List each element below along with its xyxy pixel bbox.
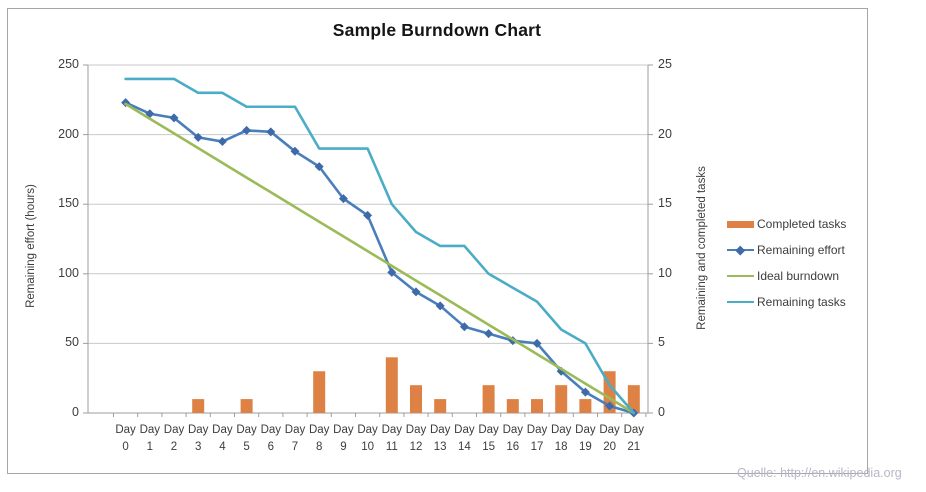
- marker-remaining-effort: [193, 132, 203, 142]
- left-axis-tick-label: 0: [72, 405, 79, 419]
- x-axis-tick-label: Day 9: [333, 424, 354, 453]
- x-axis-tick-label: Day 2: [163, 424, 185, 453]
- series-remaining-tasks: [124, 77, 636, 415]
- line-swatch-icon: [727, 272, 754, 281]
- right-axis-tick-label: 10: [658, 265, 672, 280]
- line-remaining-effort: [124, 101, 636, 415]
- x-axis-tick-label: Day 11: [381, 424, 403, 453]
- right-axis-tick-label: 20: [658, 126, 672, 141]
- legend-label: Ideal burndown: [757, 269, 840, 283]
- x-axis-tick-label: Day 14: [454, 424, 475, 453]
- x-axis-tick-label: Day 5: [236, 424, 257, 453]
- marker-remaining-effort: [363, 210, 373, 220]
- left-axis-tick-label: 200: [58, 126, 79, 141]
- x-axis-tick-label: Day 10: [357, 424, 378, 453]
- bar-completed-tasks: [434, 399, 447, 413]
- right-axis-tick-label: 25: [658, 57, 672, 71]
- marker-remaining-effort: [121, 98, 131, 108]
- axes: [83, 64, 653, 417]
- x-axis-tick-label: Day 8: [308, 424, 330, 453]
- bar-completed-tasks: [555, 385, 568, 413]
- bar-completed-tasks: [410, 385, 422, 413]
- bar-completed-tasks: [627, 385, 640, 413]
- gridlines: [88, 64, 648, 344]
- marker-remaining-effort: [459, 322, 469, 332]
- left-axis-title: Remaining effort (hours): [25, 184, 37, 308]
- right-axis-title: Remaining and completed tasks: [696, 166, 708, 330]
- x-axis-tick-label: Day 4: [212, 424, 233, 453]
- x-axis-tick-label: Day 1: [139, 424, 161, 453]
- series-ideal-burndown: [124, 102, 636, 415]
- legend-label: Completed tasks: [757, 217, 847, 231]
- legend-label: Remaining effort: [757, 243, 845, 257]
- line-swatch-icon: [727, 298, 754, 307]
- x-axis-tick-label: Day 20: [599, 424, 620, 453]
- legend-entry-ideal-burndown: Ideal burndown: [727, 263, 846, 289]
- marker-remaining-effort: [217, 137, 227, 147]
- bar-completed-tasks: [482, 385, 495, 413]
- x-axis-tick-label: Day 3: [187, 424, 209, 453]
- legend-label: Remaining tasks: [757, 295, 846, 309]
- marker-remaining-effort: [338, 194, 348, 204]
- source-note: Quelle: http://en.wikipedia.org: [737, 466, 902, 480]
- x-axis-tick-label: Day 17: [526, 424, 548, 453]
- x-axis-tick-label: Day 16: [502, 424, 524, 453]
- series-remaining-effort: [121, 98, 639, 418]
- line-ideal-burndown: [124, 102, 636, 415]
- x-axis-tick-label: Day 7: [284, 424, 306, 453]
- line-remaining-tasks: [124, 77, 636, 415]
- bar-swatch-icon: [727, 220, 754, 229]
- marker-remaining-effort: [169, 113, 179, 123]
- legend-entry-remaining-tasks: Remaining tasks: [727, 289, 846, 315]
- marker-remaining-effort: [605, 401, 615, 411]
- bar-completed-tasks: [579, 399, 592, 413]
- series-completed-tasks: [192, 357, 640, 413]
- bar-completed-tasks: [531, 399, 543, 413]
- legend: Completed tasks Remaining effort Ideal bur…: [727, 211, 846, 315]
- x-axis-tick-label: Day 6: [260, 424, 282, 453]
- x-axis-tick-label: Day 18: [550, 424, 572, 453]
- marker-remaining-effort: [290, 146, 300, 156]
- marker-remaining-effort: [314, 162, 324, 172]
- left-axis-tick-label: 250: [58, 57, 79, 71]
- right-axis-tick-label: 15: [658, 196, 672, 211]
- x-axis-tick-label: Day 0: [115, 424, 136, 453]
- x-axis-tick-label: Day 13: [429, 424, 451, 453]
- bar-completed-tasks: [192, 399, 205, 413]
- x-axis-tick-label: Day 19: [575, 424, 596, 453]
- left-axis-tick-label: 100: [58, 265, 79, 280]
- marker-remaining-effort: [266, 127, 276, 137]
- marker-remaining-effort: [580, 387, 590, 397]
- chart-border: [7, 8, 868, 474]
- chart-title: Sample Burndown Chart: [332, 20, 542, 40]
- marker-remaining-effort: [242, 125, 252, 135]
- marker-remaining-effort: [387, 267, 397, 277]
- legend-entry-remaining-effort: Remaining effort: [727, 237, 846, 263]
- line-swatch-icon: [727, 245, 754, 255]
- marker-remaining-effort: [532, 338, 542, 348]
- bar-completed-tasks: [313, 371, 326, 413]
- marker-remaining-effort: [411, 287, 421, 297]
- bar-completed-tasks: [385, 357, 398, 413]
- bar-completed-tasks: [506, 399, 519, 413]
- legend-entry-completed-tasks: Completed tasks: [727, 211, 846, 237]
- x-axis-tick-label: Day 12: [405, 424, 427, 453]
- left-axis-tick-label: 150: [58, 196, 79, 211]
- right-axis-tick-label: 5: [658, 335, 665, 350]
- marker-remaining-effort: [435, 301, 445, 311]
- x-axis-tick-label: Day 21: [623, 424, 645, 453]
- bar-completed-tasks: [240, 399, 253, 413]
- right-axis-tick-label: 0: [658, 405, 665, 419]
- x-axis-tick-label: Day 15: [478, 424, 499, 453]
- left-axis-tick-label: 50: [65, 335, 79, 350]
- marker-remaining-effort: [484, 329, 494, 339]
